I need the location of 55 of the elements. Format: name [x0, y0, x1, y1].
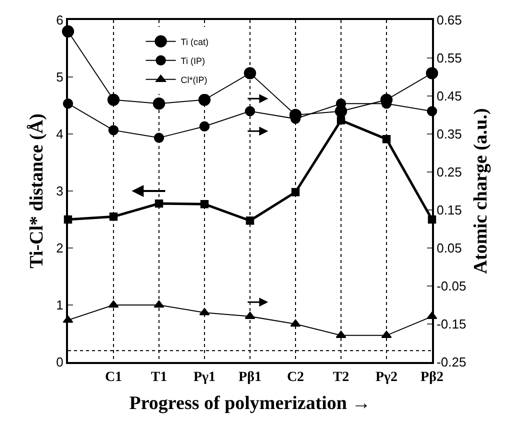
point — [426, 106, 438, 116]
x-tick-label: T1 — [150, 370, 168, 385]
point — [62, 25, 74, 38]
point — [246, 216, 254, 225]
y2-tick-label: 0.25 — [436, 164, 462, 180]
legend-label: Ti (IP) — [180, 56, 205, 66]
x-tick-label: C2 — [286, 370, 304, 385]
point — [108, 300, 119, 308]
x-tick-label: Pγ2 — [375, 370, 398, 385]
y2-tick-label: -0.25 — [436, 354, 466, 370]
y-tick-label: 5 — [56, 70, 64, 85]
legend-label: Cl*(IP) — [180, 74, 208, 85]
y2-axis-title: Atomic charge (a.u.) — [470, 108, 492, 274]
point — [108, 125, 119, 136]
y-tick-label: 2 — [56, 240, 64, 256]
point — [109, 212, 118, 221]
point — [290, 319, 301, 327]
point — [428, 215, 436, 224]
point — [291, 188, 300, 196]
y2-tick-label: 0.05 — [436, 240, 462, 256]
point — [152, 98, 166, 110]
y-tick-label: 6 — [56, 12, 64, 28]
point — [200, 200, 209, 208]
point — [64, 215, 72, 224]
x-axis-title: Progress of polymerization → — [129, 393, 371, 414]
point — [426, 67, 438, 80]
y-tick-label: 4 — [56, 126, 64, 142]
point — [244, 67, 256, 80]
x-tick-label: Pβ1 — [238, 370, 262, 385]
y2-tick-label: -0.05 — [436, 278, 466, 294]
point — [382, 135, 391, 144]
point — [154, 132, 164, 143]
point — [244, 106, 256, 116]
point — [154, 199, 164, 208]
point — [107, 94, 120, 106]
point — [198, 94, 211, 106]
y-tick-label: 0 — [56, 354, 64, 370]
point — [199, 121, 210, 132]
y-axis-title: Ti-Cl* distance (Å) — [26, 114, 48, 268]
x-tick-label: Pβ2 — [420, 370, 444, 385]
point — [62, 98, 74, 109]
y-tick-label: 3 — [56, 184, 64, 199]
y2-tick-label: 0.55 — [436, 50, 462, 66]
y2-tick-label: 0.65 — [436, 12, 462, 28]
x-tick-label: C1 — [104, 370, 122, 385]
y2-tick-label: 0.15 — [436, 202, 462, 218]
y2-tick-label: 0.45 — [436, 88, 462, 104]
point — [336, 116, 346, 124]
y2-tick-label: 0.35 — [436, 126, 462, 142]
legend-label: Ti (cat) — [180, 36, 208, 47]
point — [154, 300, 164, 308]
y-tick-label: 1 — [56, 298, 64, 313]
x-tick-label: T2 — [332, 370, 350, 385]
x-tick-label: Pγ1 — [193, 370, 216, 385]
y2-tick-label: -0.15 — [436, 316, 466, 332]
